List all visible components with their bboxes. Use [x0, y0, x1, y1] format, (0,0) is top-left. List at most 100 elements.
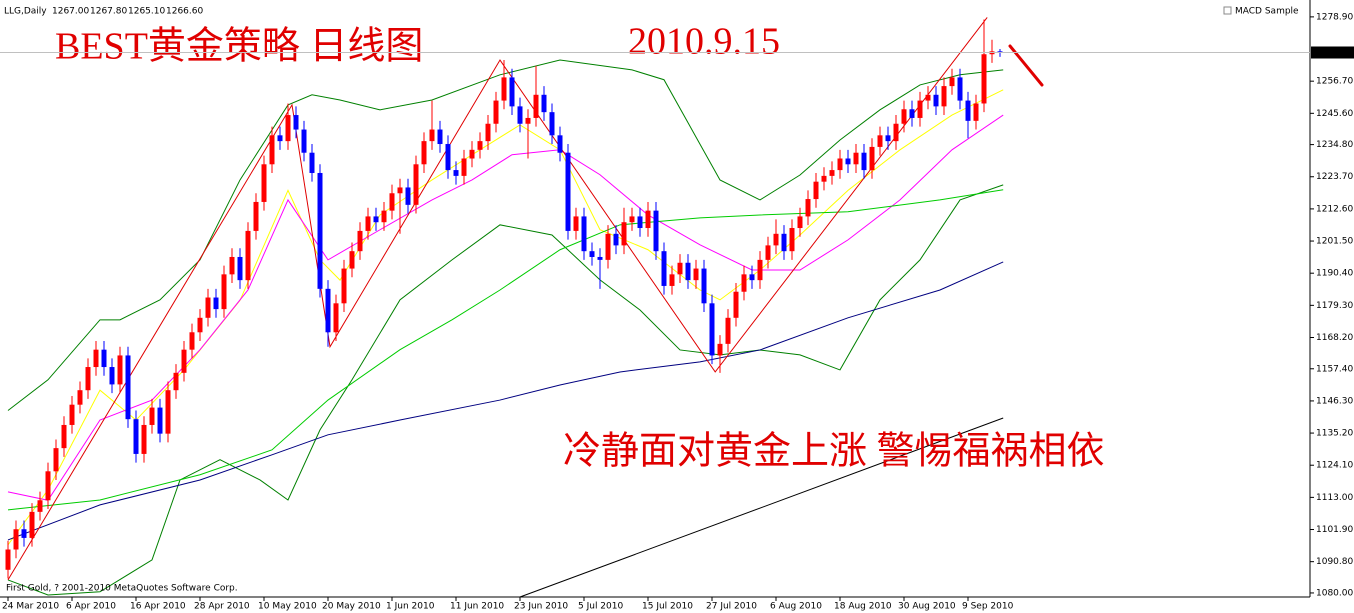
candle-body: [645, 210, 651, 229]
candle-body: [413, 164, 419, 205]
date-note: 2010.9.15: [628, 21, 780, 63]
x-tick-label: 10 May 2010: [258, 602, 317, 612]
candle-body: [293, 115, 299, 130]
candle-body: [765, 245, 771, 260]
x-tick-label: 30 Aug 2010: [898, 602, 956, 612]
symbol: LLG,Daily: [4, 7, 47, 17]
x-tick-label: 24 Mar 2010: [2, 602, 59, 612]
x-tick-label: 20 May 2010: [322, 602, 381, 612]
x-tick-label: 11 Jun 2010: [450, 602, 504, 612]
candle-body: [69, 404, 75, 425]
x-tick-label: 23 Jun 2010: [514, 602, 568, 612]
indicator-line: [7, 189, 1004, 511]
candle-body: [981, 54, 987, 104]
candle-body: [277, 135, 283, 142]
x-tick-label: 28 Apr 2010: [194, 602, 250, 612]
ohlc-close: 1266.60: [166, 7, 203, 17]
candle-body: [485, 123, 491, 142]
y-tick-label: 1080.00: [1316, 588, 1353, 598]
candle-body: [517, 106, 523, 124]
candle-body: [509, 77, 515, 107]
candle-body: [997, 51, 1003, 53]
candle-body: [381, 210, 387, 223]
candle-body: [589, 251, 595, 257]
candle-body: [941, 86, 947, 107]
candle-body: [453, 170, 459, 176]
candle-body: [373, 216, 379, 223]
candle-body: [789, 228, 795, 252]
y-tick-label: 1113.00: [1316, 493, 1353, 503]
indicator-line: [7, 261, 1004, 541]
y-tick-label: 1101.90: [1316, 525, 1353, 535]
candle-body: [685, 262, 691, 281]
candle-body: [93, 349, 99, 368]
candle-body: [133, 419, 139, 454]
candle-body: [341, 268, 347, 304]
candle-body: [781, 233, 787, 252]
x-tick-label: 16 Apr 2010: [130, 602, 186, 612]
candle-body: [525, 117, 531, 124]
y-tick-label: 1212.60: [1316, 204, 1353, 214]
candle-body: [501, 77, 507, 101]
candle-body: [13, 529, 19, 550]
candle-body: [557, 135, 563, 153]
candle-body: [181, 349, 187, 373]
candle-body: [845, 158, 851, 165]
candle-body: [309, 152, 315, 173]
candle-body: [693, 268, 699, 281]
candle-body: [613, 233, 619, 246]
x-tick-label: 1 Jun 2010: [386, 602, 435, 612]
candle-body: [813, 181, 819, 200]
candle-body: [269, 135, 275, 165]
y-tick-label: 1234.80: [1316, 140, 1353, 150]
candle-body: [101, 349, 107, 368]
candle-body: [149, 407, 155, 425]
x-tick-label: 15 Jul 2010: [642, 602, 693, 612]
candle-body: [29, 511, 35, 538]
x-tick-label: 9 Sep 2010: [962, 602, 1014, 612]
candle-body: [61, 424, 67, 449]
candle-body: [437, 129, 443, 145]
candle-body: [365, 216, 371, 231]
candle-body: [549, 112, 555, 136]
candle-body: [885, 135, 891, 142]
candle-body: [405, 187, 411, 205]
candle-body: [317, 172, 323, 289]
candle-body: [85, 367, 91, 391]
candle-body: [77, 390, 83, 405]
candle-body: [125, 355, 131, 420]
candle-body: [237, 256, 243, 281]
candle-body: [261, 164, 267, 202]
candle-body: [349, 251, 355, 269]
candle-body: [213, 297, 219, 310]
y-tick-label: 1223.70: [1316, 172, 1353, 182]
y-tick-label: 1278.90: [1316, 12, 1353, 22]
candle-body: [541, 94, 547, 113]
candle-body: [949, 77, 955, 87]
ohlc-high: 1267.80: [90, 7, 127, 17]
candle-body: [141, 424, 147, 454]
candle-body: [797, 216, 803, 229]
candle-body: [469, 149, 475, 159]
candle-body: [357, 230, 363, 252]
candle-body: [45, 471, 51, 501]
candle-body: [221, 274, 227, 310]
candle-body: [429, 129, 435, 142]
x-tick-label: 18 Aug 2010: [834, 602, 892, 612]
candle-body: [901, 109, 907, 124]
candle-body: [245, 230, 251, 281]
indicator-icon: [1223, 6, 1232, 15]
candle-body: [597, 256, 603, 260]
candle-body: [717, 343, 723, 356]
y-tick-label: 1179.30: [1316, 301, 1353, 311]
x-tick-label: 6 Apr 2010: [66, 602, 116, 612]
candle-body: [725, 317, 731, 344]
y-tick-label: 1135.20: [1316, 429, 1353, 439]
candle-body: [461, 158, 467, 176]
candle-body: [445, 144, 451, 171]
y-tick-label: 1124.10: [1316, 461, 1353, 471]
candle-body: [477, 141, 483, 150]
candle-body: [869, 146, 875, 171]
candles: [5, 19, 1003, 579]
